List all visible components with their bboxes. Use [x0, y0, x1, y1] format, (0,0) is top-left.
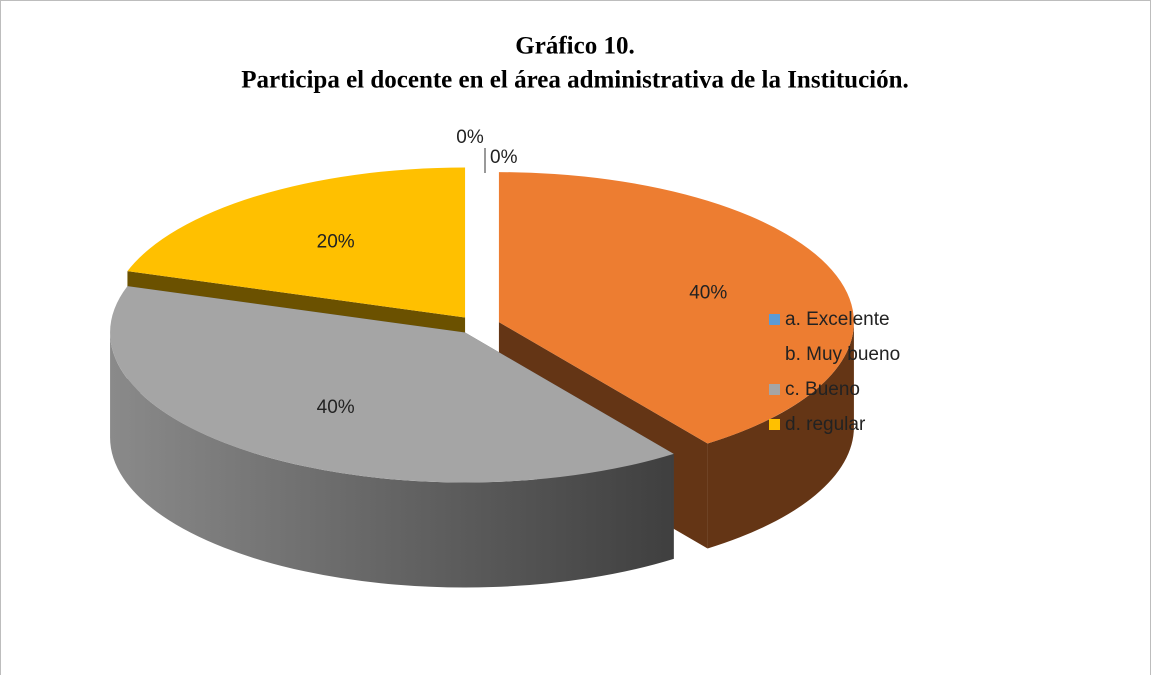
chart-subtitle: Participa el docente en el área administ…	[241, 67, 909, 94]
data-label: 0%	[456, 127, 484, 148]
legend-swatch	[769, 419, 780, 430]
data-label: 20%	[317, 231, 355, 252]
legend-swatch	[769, 314, 780, 325]
data-label: 40%	[317, 397, 355, 418]
legend-label: b. Muy bueno	[785, 344, 900, 365]
slice-wall	[110, 332, 674, 588]
legend-swatch	[769, 349, 780, 360]
legend-label: c. Bueno	[785, 379, 860, 400]
legend-swatch	[769, 384, 780, 395]
slice	[498, 172, 854, 444]
slice-wall	[707, 322, 854, 549]
slice	[110, 286, 674, 483]
slice	[127, 167, 466, 318]
legend-label: a. Excelente	[785, 309, 890, 330]
chart-title: Gráfico 10.	[515, 33, 634, 60]
data-label: 0%	[490, 147, 518, 168]
legend-label: d. regular	[785, 414, 866, 435]
data-label: 40%	[689, 282, 727, 303]
